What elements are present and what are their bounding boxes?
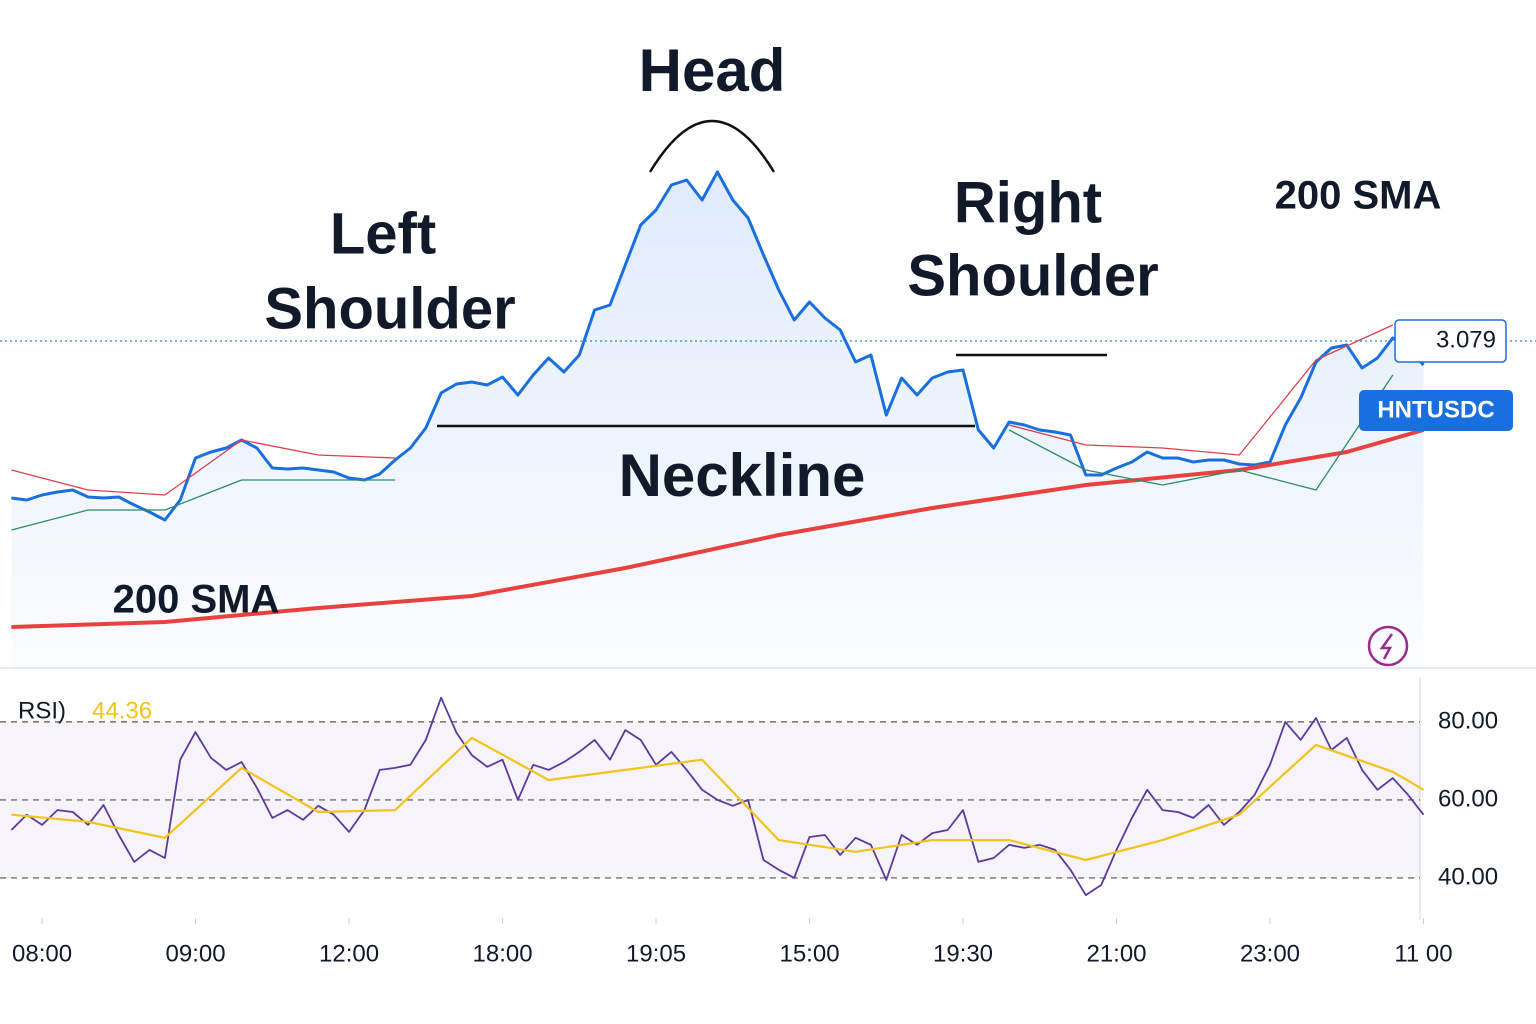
y-tick-label: 40.00 [1438, 863, 1498, 890]
y-tick-label: 80.00 [1438, 707, 1498, 734]
head-arc [648, 119, 776, 173]
annotation: Head [639, 37, 786, 104]
x-tick-label: 21:00 [1086, 940, 1146, 967]
x-tick-label: 09:00 [166, 940, 226, 967]
annotation: Left [330, 201, 436, 266]
alert-icon [1367, 625, 1409, 667]
current-value: 44.36 [92, 697, 152, 724]
x-tick-label: 15:00 [779, 940, 839, 967]
x-tick-label: 23:00 [1240, 940, 1300, 967]
x-tick-label: 12:00 [319, 940, 379, 967]
x-tick-label: 19:30 [933, 940, 993, 967]
annotation: 200 SMA [1275, 174, 1442, 218]
annotation: Shoulder [264, 276, 515, 341]
annotation: Right [954, 170, 1102, 235]
x-tick-label: 18:00 [473, 940, 533, 967]
price-label: 3.079 [1436, 326, 1496, 353]
price-area [11, 172, 1424, 670]
annotation: 200 SMA [113, 578, 280, 622]
sma-line [11, 428, 1425, 629]
band-upper [11, 324, 1394, 496]
price-line [11, 170, 1425, 522]
x-tick-label: 08:00 [12, 940, 72, 967]
x-tick-label: 19:05 [626, 940, 686, 967]
alert-bolt [1379, 633, 1394, 660]
annotation: Shoulder [907, 243, 1158, 308]
x-tick-label: 11 00 [1394, 940, 1452, 967]
plot-layer [0, 170, 1536, 924]
band-lower [11, 374, 1394, 531]
annotation: Neckline [619, 442, 866, 509]
symbol-label: HNTUSDC [1377, 396, 1494, 423]
price-label-box [1394, 319, 1507, 363]
panel-title: RSI) [18, 697, 66, 724]
y-tick-label: 60.00 [1438, 785, 1498, 812]
rsi-ma-line [11, 736, 1425, 862]
symbol-box [1359, 390, 1513, 431]
